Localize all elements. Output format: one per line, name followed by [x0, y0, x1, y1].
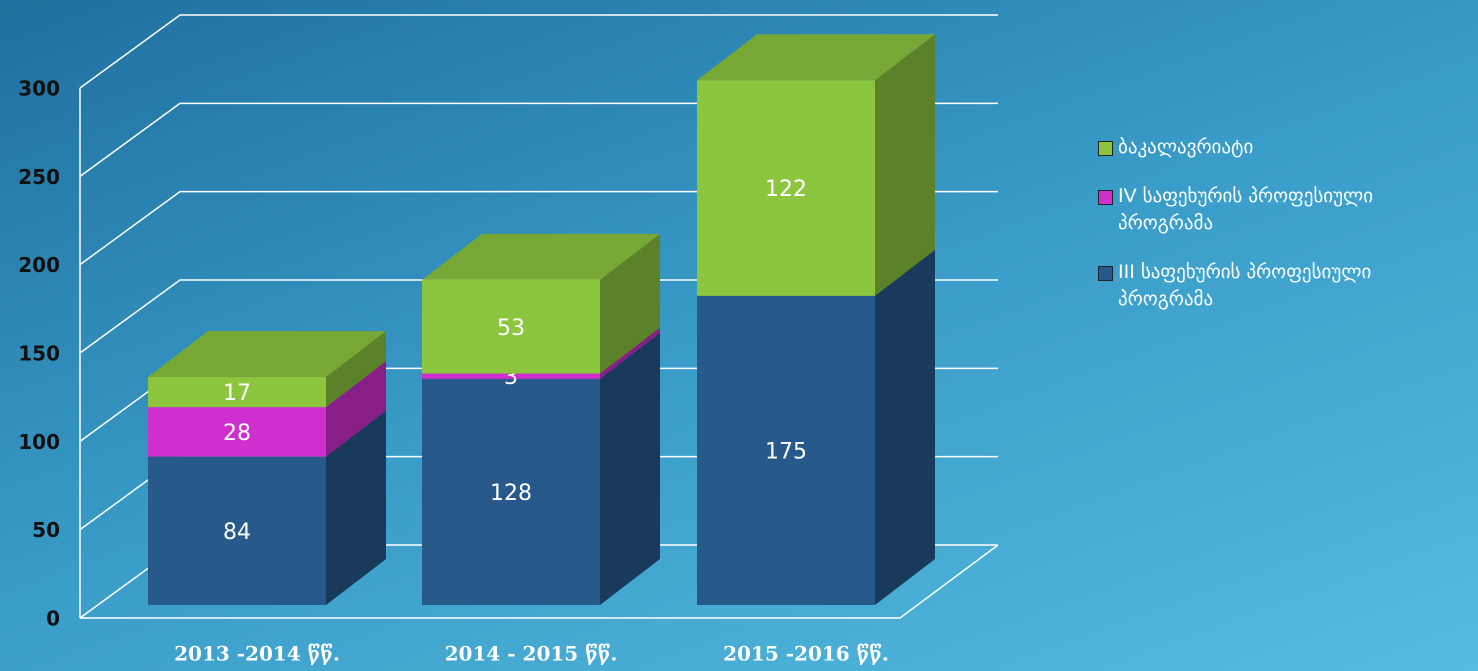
value-label: 84 — [223, 520, 251, 545]
legend-label: IV საფეხურის პროფესიული პროგრამა — [1118, 183, 1468, 237]
bar-side — [875, 34, 935, 296]
y-tick-label: 100 — [18, 430, 60, 454]
value-label: 175 — [765, 439, 807, 464]
y-tick-label: 150 — [18, 342, 60, 366]
value-label: 17 — [223, 381, 251, 406]
value-label: 53 — [497, 316, 525, 341]
y-tick-label: 50 — [32, 518, 60, 542]
legend-swatch — [1098, 190, 1113, 205]
legend-item: IV საფეხურის პროფესიული პროგრამა — [1098, 183, 1468, 237]
x-tick-label: 2013 -2014 წწ. — [174, 642, 340, 666]
legend-item: III საფეხურის პროფესიული პროგრამა — [1098, 259, 1468, 313]
x-tick-label: 2015 -2016 წწ. — [723, 642, 889, 666]
y-tick-label: 300 — [18, 77, 60, 101]
slide: 0 50 100 150 200 250 300 2013 -2014 წწ. 84 28 17 20… — [0, 0, 1478, 671]
value-label: 122 — [765, 177, 807, 202]
legend-swatch — [1098, 266, 1113, 281]
value-label: 128 — [490, 481, 532, 506]
y-tick-label: 0 — [46, 607, 60, 631]
legend-label: III საფეხურის პროფესიული პროგრამა — [1118, 259, 1468, 313]
y-tick-label: 200 — [18, 253, 60, 277]
x-tick-label: 2014 - 2015 წწ. — [445, 642, 618, 666]
y-tick-label: 250 — [18, 165, 60, 189]
bar-side — [600, 333, 660, 605]
value-label: 28 — [223, 421, 251, 446]
bar-side — [875, 250, 935, 605]
legend-label: ბაკალავრიატი — [1118, 134, 1253, 161]
legend: ბაკალავრიატი IV საფეხურის პროფესიული პროგ… — [1098, 134, 1468, 335]
legend-item: ბაკალავრიატი — [1098, 134, 1468, 161]
chart: 0 50 100 150 200 250 300 2013 -2014 წწ. 84 28 17 20… — [0, 0, 1478, 671]
legend-swatch — [1098, 141, 1113, 156]
